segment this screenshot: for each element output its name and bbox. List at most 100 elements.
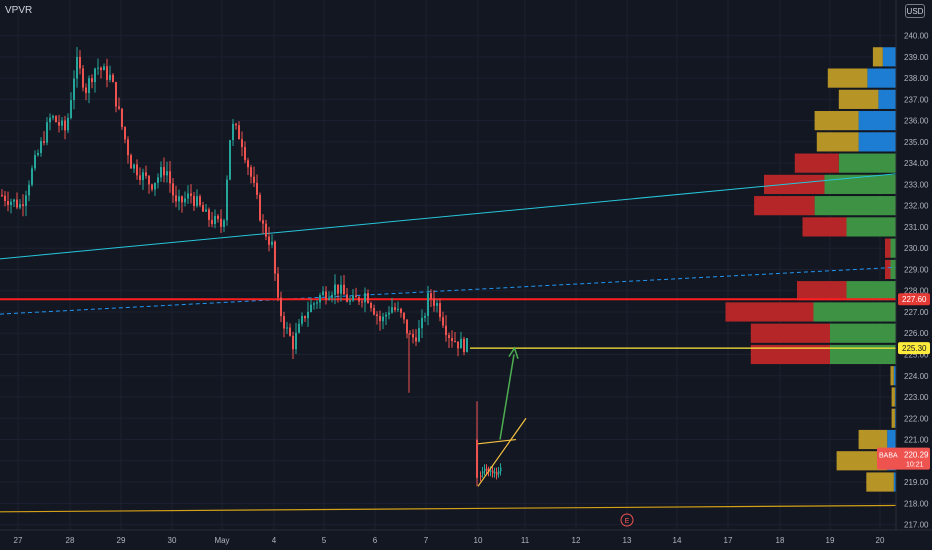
candle-body — [58, 122, 60, 126]
candle-body — [196, 196, 198, 206]
projection-arrow — [499, 354, 515, 440]
x-tick-label: 29 — [117, 536, 126, 545]
volume-profile-bar-up — [858, 111, 896, 131]
volume-profile-bar-down — [836, 451, 888, 471]
x-tick-label: 10 — [474, 536, 483, 545]
candle-body — [175, 195, 177, 202]
x-tick-label: 6 — [373, 536, 378, 545]
candle-body — [235, 123, 237, 126]
candle-body — [313, 303, 315, 305]
candle-body — [492, 470, 494, 474]
candle-body — [486, 468, 488, 471]
candle-body — [94, 68, 96, 83]
candle-body — [151, 184, 153, 190]
candle-body — [232, 123, 234, 141]
candle-body — [244, 147, 246, 161]
x-tick-label: 27 — [14, 536, 23, 545]
x-tick-label: 12 — [572, 536, 581, 545]
candle-body — [448, 335, 450, 338]
volume-profile-bar-down — [891, 408, 895, 428]
candle-body — [430, 293, 432, 299]
y-tick-label: 222.00 — [904, 414, 929, 423]
candle-body — [427, 293, 429, 317]
volume-profile-bar-up — [894, 387, 896, 407]
candle-body — [280, 297, 282, 317]
candle-body — [484, 468, 486, 472]
candle-body — [370, 302, 372, 309]
x-tick-label: 11 — [521, 536, 530, 545]
candle-body — [40, 141, 42, 153]
candle-body — [262, 220, 264, 224]
arrow-head — [508, 346, 519, 359]
x-tick-label: 28 — [66, 536, 75, 545]
candle-body — [184, 198, 186, 203]
volume-profile-bar-down — [827, 68, 868, 88]
candle-body — [340, 284, 342, 294]
candle-body — [376, 314, 378, 316]
candle-body — [154, 182, 156, 190]
x-tick-label: 5 — [322, 536, 327, 545]
y-tick-label: 232.00 — [904, 202, 929, 211]
x-tick-label: 4 — [272, 536, 277, 545]
candle-body — [394, 307, 396, 310]
candle-body — [37, 152, 39, 156]
y-tick-label: 235.00 — [904, 138, 929, 147]
candle-body — [55, 116, 57, 123]
candle-body — [226, 179, 228, 221]
candle-body — [268, 236, 270, 245]
currency-label[interactable]: USD — [905, 4, 925, 18]
volume-profile-bar-down — [872, 47, 883, 67]
last-price-bg — [877, 447, 930, 470]
candle-body — [256, 182, 258, 195]
candle-body — [343, 284, 345, 295]
candle-body — [406, 319, 408, 334]
volume-profile-bar-up — [813, 302, 896, 322]
candle-body — [409, 333, 411, 335]
volume-profile-bar-up — [893, 472, 896, 492]
candle-body — [10, 201, 12, 206]
candle-body — [310, 304, 312, 312]
candle-body — [22, 204, 24, 206]
volume-profile-bar-up — [887, 429, 896, 450]
volume-profile-bar-up — [882, 47, 896, 67]
candle-body — [292, 335, 294, 350]
candle-body — [500, 467, 502, 472]
candle-body — [247, 160, 249, 168]
candle-body — [124, 126, 126, 140]
candle-body — [82, 68, 84, 88]
candle-body — [304, 316, 306, 319]
candle-body — [283, 316, 285, 329]
candle-body — [7, 200, 9, 206]
candle-body — [208, 209, 210, 220]
event-marker-label: E — [625, 518, 630, 525]
candle-body — [352, 295, 354, 301]
candle-body — [451, 337, 453, 341]
candle-body — [199, 196, 201, 206]
x-tick-label: May — [214, 536, 229, 545]
candle-body — [109, 74, 111, 80]
candle-body — [193, 195, 195, 206]
candle-body — [316, 302, 318, 304]
candle-body — [307, 311, 309, 319]
candle-body — [52, 116, 54, 118]
y-tick-label: 217.00 — [904, 521, 929, 530]
y-tick-label: 224.00 — [904, 372, 929, 381]
candle-body — [100, 67, 102, 71]
volume-profile-bar-down — [885, 238, 891, 258]
candle-body — [265, 223, 267, 237]
candle-body — [476, 439, 478, 478]
candle-body — [415, 337, 417, 342]
y-tick-label: 226.00 — [904, 329, 929, 338]
candle-body — [358, 297, 360, 302]
volume-profile-bar-down — [797, 281, 847, 301]
time-axis-bg — [0, 530, 932, 550]
candle-body — [490, 470, 492, 472]
candle-body — [325, 291, 327, 300]
candle-body — [445, 325, 447, 336]
candle-body — [388, 312, 390, 315]
candle-body — [382, 316, 384, 322]
last-price-value: 220.29 — [904, 451, 929, 460]
event-marker-icon — [620, 513, 634, 527]
